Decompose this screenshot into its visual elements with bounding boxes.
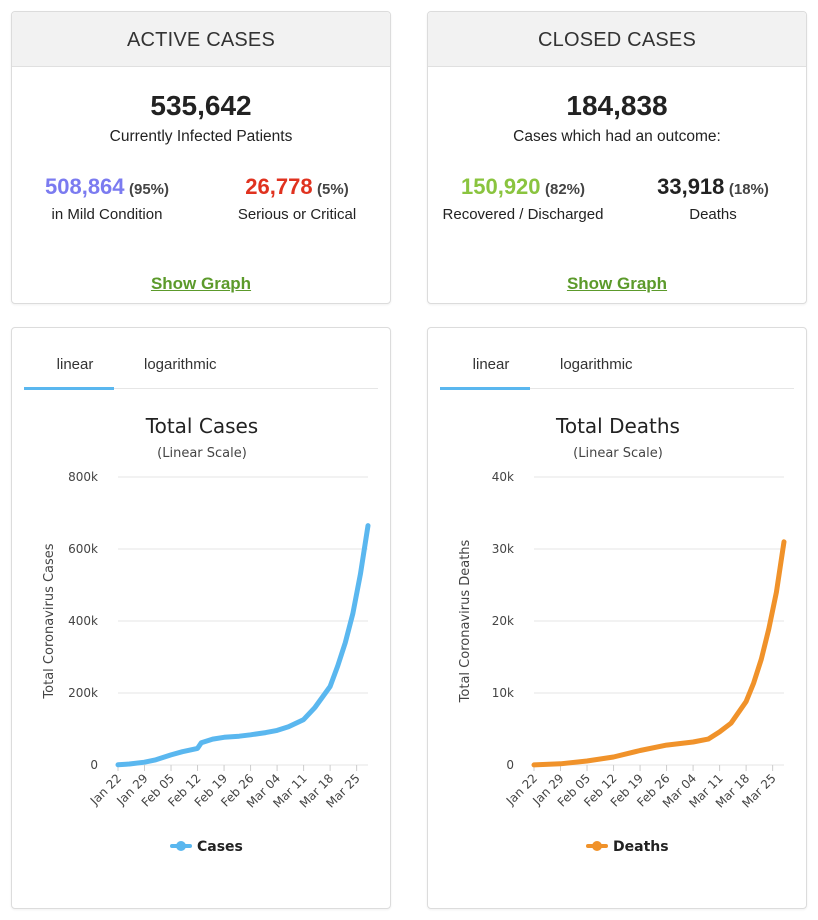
deaths-value: 33,918 (657, 174, 725, 199)
chart-title: Total Deaths (555, 414, 680, 438)
recovered-value: 150,920 (461, 174, 541, 199)
legend-marker (592, 841, 602, 851)
y-tick-label: 10k (492, 686, 514, 700)
legend-label[interactable]: Cases (197, 839, 243, 855)
active-cases-total: 535,642 (150, 90, 252, 121)
chart-title: Total Cases (145, 414, 258, 438)
tab-logarithmic[interactable]: logarithmic (144, 356, 217, 373)
mild-condition-block: 508,864 (95%) in Mild Condition (12, 174, 202, 223)
active-cases-title: ACTIVE CASES (12, 12, 390, 67)
active-show-graph-link[interactable]: Show Graph (150, 274, 252, 293)
deaths-label: Deaths (689, 206, 737, 223)
active-tab-indicator (440, 387, 530, 390)
total-deaths-chart: Total Deaths (Linear Scale) 0 10k 20k 30k 40k T… (458, 414, 787, 855)
y-tick-label: 0 (506, 758, 514, 772)
critical-condition-block: 26,778 (5%) Serious or Critical (202, 174, 392, 223)
closed-cases-total: 184,838 (566, 90, 668, 121)
scale-tabs: linear logarithmic (24, 328, 378, 390)
y-tick-label: 20k (492, 614, 514, 628)
active-tab-indicator (24, 387, 114, 390)
y-tick-label: 40k (492, 470, 514, 484)
recovered-percent: (82%) (544, 181, 585, 198)
active-cases-panel: ACTIVE CASES 535,642 Currently Infected … (11, 11, 391, 304)
y-tick-label: 0 (90, 758, 98, 772)
series-line-cases (115, 523, 371, 768)
y-tick-label: 400k (68, 614, 98, 628)
recovered-label: Recovered / Discharged (442, 206, 604, 223)
deaths-percent: (18%) (728, 181, 769, 198)
closed-show-graph-link[interactable]: Show Graph (566, 274, 668, 293)
y-tick-label: 30k (492, 542, 514, 556)
critical-condition-value: 26,778 (245, 174, 313, 199)
mild-condition-percent: (95%) (128, 181, 169, 198)
y-axis-label: Total Coronavirus Cases (42, 543, 57, 699)
y-tick-label: 800k (68, 470, 98, 484)
y-axis-label: Total Coronavirus Deaths (458, 539, 473, 703)
closed-cases-title: CLOSED CASES (428, 12, 806, 67)
legend-marker (176, 841, 186, 851)
mild-condition-label: in Mild Condition (51, 206, 163, 223)
tab-linear[interactable]: linear (472, 356, 510, 373)
tab-linear[interactable]: linear (56, 356, 94, 373)
total-cases-chart: Total Cases (Linear Scale) 0 200k 400k 600k 80… (42, 414, 371, 855)
mild-condition-value: 508,864 (45, 174, 125, 199)
y-tick-label: 200k (68, 686, 98, 700)
legend-label[interactable]: Deaths (613, 839, 669, 855)
active-cases-total-label: Currently Infected Patients (109, 128, 293, 145)
y-tick-label: 600k (68, 542, 98, 556)
chart-subtitle: (Linear Scale) (573, 446, 663, 461)
tab-logarithmic[interactable]: logarithmic (560, 356, 633, 373)
recovered-block: 150,920 (82%) Recovered / Discharged (428, 174, 618, 223)
critical-condition-label: Serious or Critical (237, 206, 357, 223)
deaths-block: 33,918 (18%) Deaths (618, 174, 808, 223)
scale-tabs: linear logarithmic (440, 328, 794, 390)
closed-cases-total-label: Cases which had an outcome: (513, 128, 721, 145)
series-line-deaths (531, 539, 787, 768)
total-deaths-chart-panel: linear logarithmic Total Deaths (Linear S… (427, 327, 807, 909)
critical-condition-percent: (5%) (317, 181, 349, 198)
total-cases-chart-panel: linear logarithmic Total Cases (Linear Sc… (11, 327, 391, 909)
chart-subtitle: (Linear Scale) (157, 446, 247, 461)
closed-cases-panel: CLOSED CASES 184,838 Cases which had an … (427, 11, 807, 304)
